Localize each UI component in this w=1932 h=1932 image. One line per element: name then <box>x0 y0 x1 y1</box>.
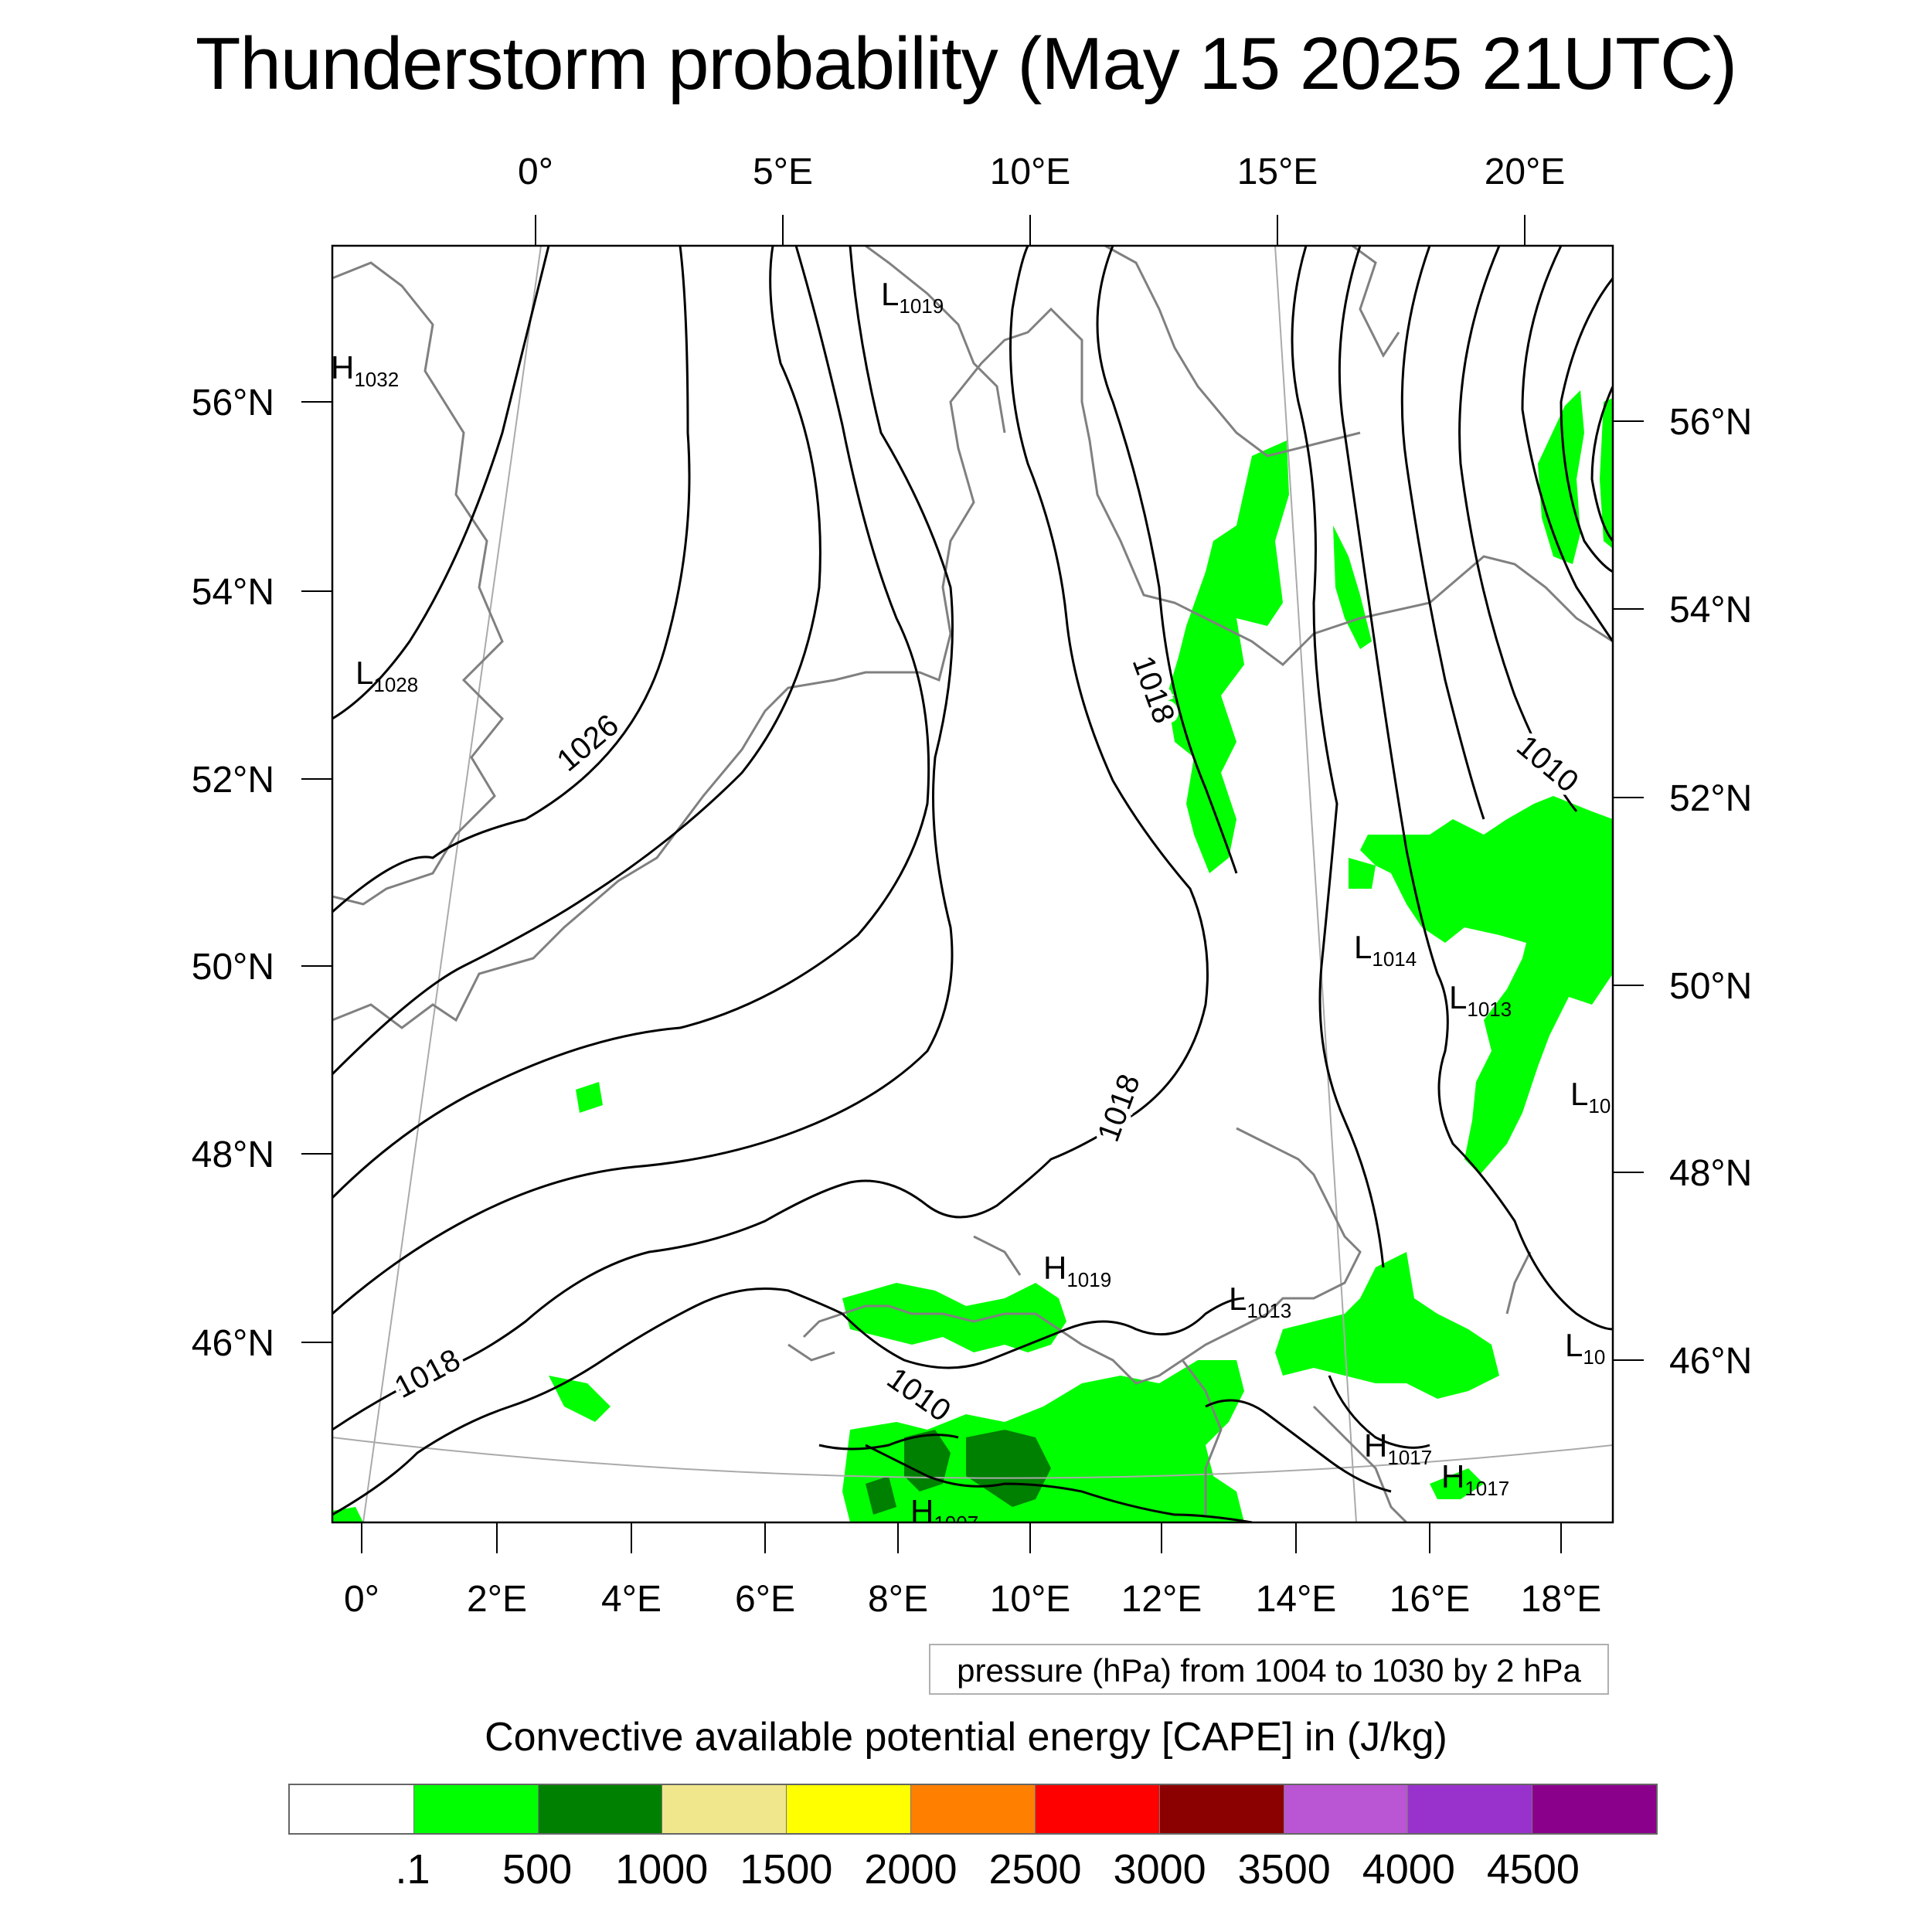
bottom-lon-label: 14°E <box>1256 1579 1337 1620</box>
top-lon-label: 5°E <box>753 151 813 192</box>
top-lon-axis <box>535 215 1526 246</box>
contour-label: 1018 <box>389 1342 466 1405</box>
pressure-center-h: H1007 <box>910 1493 978 1535</box>
colorbar-label: 2500 <box>988 1846 1082 1893</box>
pressure-centers: H1032 L1019 L1028 L1014 L1013 L10 H1019 … <box>331 276 1611 1535</box>
cape-region-italy-dark <box>866 1430 1051 1515</box>
left-lat-label: 48°N <box>192 1134 274 1175</box>
right-lat-label: 52°N <box>1669 778 1752 819</box>
pressure-center-h: H1032 <box>331 349 399 391</box>
colorbar-label: 1000 <box>615 1846 709 1893</box>
cape-region-southwest <box>332 1507 363 1522</box>
bottom-lon-labels: 0° 2°E 4°E 6°E 8°E 10°E 12°E 14°E 16°E 1… <box>344 1579 1601 1620</box>
pressure-center-l: L1013 <box>1449 979 1512 1021</box>
colorbar <box>288 1784 1658 1835</box>
colorbar-label: .1 <box>395 1846 430 1893</box>
bottom-lon-label: 2°E <box>467 1579 527 1620</box>
colorbar-label: 500 <box>502 1846 573 1893</box>
bottom-lon-label: 4°E <box>601 1579 662 1620</box>
colorbar-box <box>787 1785 912 1833</box>
pressure-center-h: H1017 <box>1364 1427 1432 1469</box>
colorbar-label: 4500 <box>1486 1846 1580 1893</box>
pressure-center-h: H1019 <box>1043 1250 1111 1291</box>
left-lat-axis <box>301 401 332 1343</box>
colorbar-label: 2000 <box>864 1846 957 1893</box>
right-lat-axis <box>1613 420 1644 1361</box>
pressure-center-l: L1013 <box>1229 1281 1291 1322</box>
colorbar-box <box>911 1785 1036 1833</box>
map-title: Thunderstorm probability (May 15 2025 21… <box>195 22 1737 105</box>
pressure-center-h: H1017 <box>1441 1458 1509 1500</box>
cape-region-belgium <box>576 1082 603 1113</box>
left-lat-labels: 56°N 54°N 52°N 50°N 48°N 46°N <box>192 383 274 1364</box>
colorbar-label: 4000 <box>1362 1846 1455 1893</box>
cape-region-hungary <box>1275 1252 1499 1399</box>
colorbar-box <box>662 1785 787 1833</box>
pressure-center-l: L10 <box>1565 1327 1605 1369</box>
right-lat-label: 54°N <box>1669 590 1752 631</box>
cape-region-east-edge <box>1600 398 1613 549</box>
right-lat-labels: 56°N 54°N 52°N 50°N 48°N 46°N <box>1669 402 1752 1382</box>
colorbar-box <box>1284 1785 1409 1833</box>
bottom-lon-label: 12°E <box>1121 1579 1202 1620</box>
right-lat-label: 48°N <box>1669 1153 1752 1194</box>
contour-label: 1018 <box>1091 1070 1147 1146</box>
right-lat-label: 50°N <box>1669 966 1752 1007</box>
bottom-lon-label: 0° <box>344 1579 379 1620</box>
cape-region-western-poland <box>1349 858 1376 889</box>
cape-region-adriatic <box>1430 1468 1484 1499</box>
coastlines <box>332 246 1613 1522</box>
cape-region-poland-east <box>1360 796 1613 1175</box>
left-lat-label: 50°N <box>192 947 274 988</box>
bottom-lon-label: 10°E <box>990 1579 1071 1620</box>
contour-label: 1010 <box>881 1361 957 1428</box>
bottom-lon-label: 16°E <box>1389 1579 1471 1620</box>
left-lat-label: 52°N <box>192 760 274 801</box>
contour-info-box: pressure (hPa) from 1004 to 1030 by 2 hP… <box>929 1644 1609 1695</box>
cape-region-france <box>549 1376 611 1422</box>
right-lat-label: 46°N <box>1669 1341 1752 1382</box>
colorbar-box <box>413 1785 539 1833</box>
colorbar-label: 1500 <box>740 1846 833 1893</box>
bottom-lon-axis <box>361 1522 1562 1553</box>
top-lon-labels: 0° 5°E 10°E 15°E 20°E <box>518 151 1565 192</box>
isobars <box>332 246 1613 1522</box>
colorbar-title: Convective available potential energy [C… <box>485 1715 1447 1760</box>
right-lat-label: 56°N <box>1669 402 1752 443</box>
colorbar-box <box>538 1785 663 1833</box>
colorbar-label: 3000 <box>1113 1846 1206 1893</box>
top-lon-label: 20°E <box>1485 151 1566 192</box>
pressure-center-l: L1019 <box>881 276 944 318</box>
top-lon-label: 10°E <box>990 151 1071 192</box>
left-lat-label: 46°N <box>192 1323 274 1364</box>
top-lon-label: 0° <box>518 151 553 192</box>
pressure-center-l: L1014 <box>1354 929 1417 971</box>
graticule <box>332 246 1613 1522</box>
bottom-lon-label: 8°E <box>868 1579 928 1620</box>
top-lon-label: 15°E <box>1237 151 1318 192</box>
colorbar-box <box>1408 1785 1533 1833</box>
colorbar-box <box>1532 1785 1656 1833</box>
contour-label: 1010 <box>1510 729 1584 799</box>
colorbar-box <box>290 1785 414 1833</box>
colorbar-box <box>1159 1785 1284 1833</box>
pressure-center-l: L1028 <box>355 655 418 696</box>
colorbar-box <box>1035 1785 1160 1833</box>
plot-frame <box>331 244 1614 1524</box>
left-lat-label: 56°N <box>192 383 274 423</box>
colorbar-label: 3500 <box>1237 1846 1331 1893</box>
colorbar-labels: .1 500 1000 1500 2000 2500 3000 3500 4000 4500 <box>0 1845 1932 1900</box>
bottom-lon-label: 18°E <box>1521 1579 1602 1620</box>
bottom-lon-label: 6°E <box>735 1579 795 1620</box>
pressure-center-l: L10 <box>1570 1076 1611 1117</box>
contour-label: 1026 <box>551 708 625 778</box>
left-lat-label: 54°N <box>192 572 274 613</box>
